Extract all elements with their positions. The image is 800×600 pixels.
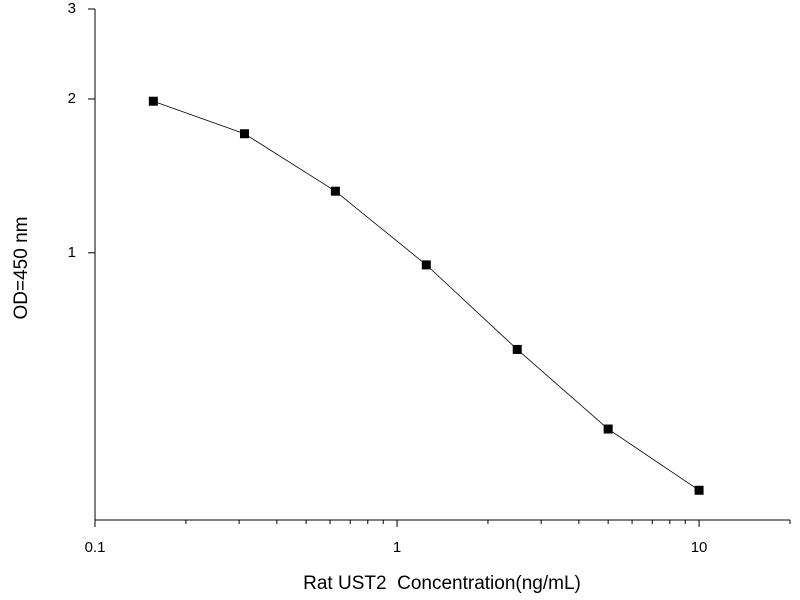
data-point xyxy=(330,186,340,196)
data-point xyxy=(239,129,249,139)
data-point xyxy=(603,424,613,434)
series-line xyxy=(153,100,700,491)
y-tick-label: 2 xyxy=(68,90,76,107)
data-point xyxy=(694,485,704,495)
y-tick-label: 3 xyxy=(68,0,76,17)
x-axis-title: Rat UST2 Concentration(ng/mL) xyxy=(303,573,581,594)
data-point xyxy=(148,96,158,106)
data-point xyxy=(421,260,431,270)
y-axis-title: OD=450 nm xyxy=(11,217,32,320)
y-tick-label: 1 xyxy=(68,244,76,261)
data-point xyxy=(512,344,522,354)
x-tick-label: 0.1 xyxy=(85,539,106,556)
x-tick-label: 1 xyxy=(393,539,401,556)
x-tick-label: 10 xyxy=(691,539,708,556)
